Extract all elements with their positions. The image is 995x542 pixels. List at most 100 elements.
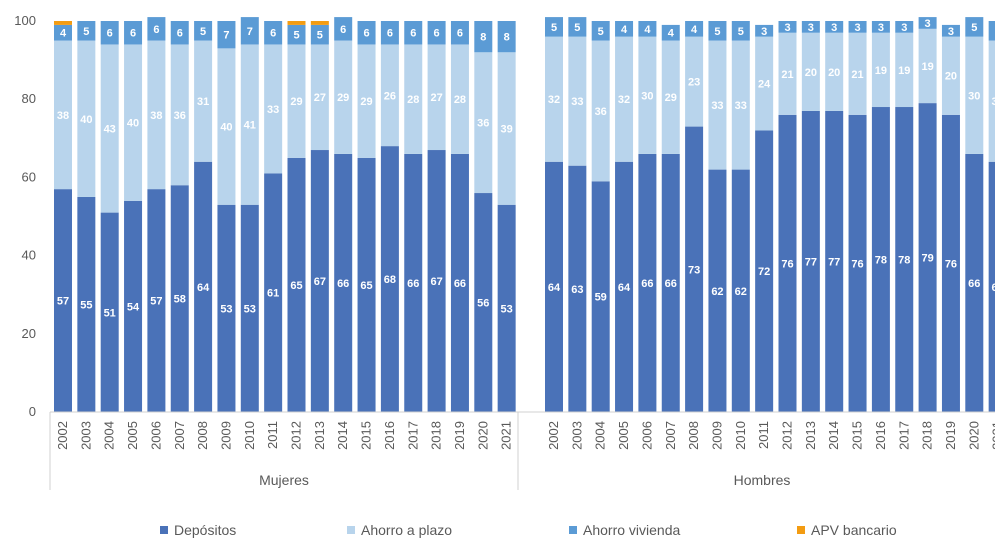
x-tick-label: 2017 xyxy=(896,421,911,450)
data-label-hombres-2016-ahorro-a-plazo: 19 xyxy=(875,65,887,77)
y-tick-label: 40 xyxy=(22,248,36,263)
data-label-hombres-2010-ahorro-vivienda: 5 xyxy=(738,26,744,38)
data-label-mujeres-2012-ahorro-vivienda: 5 xyxy=(293,30,299,42)
data-label-mujeres-2020-depositos: 56 xyxy=(477,298,489,310)
data-label-mujeres-2006-depositos: 57 xyxy=(150,296,162,308)
data-label-mujeres-2016-ahorro-vivienda: 6 xyxy=(387,28,393,40)
group-label-mujeres: Mujeres xyxy=(259,472,309,488)
data-label-hombres-2018-depositos: 79 xyxy=(921,253,933,265)
data-label-mujeres-2021-ahorro-vivienda: 8 xyxy=(504,32,510,44)
data-label-hombres-2002-ahorro-vivienda: 5 xyxy=(551,22,557,34)
data-label-hombres-2013-ahorro-a-plazo: 20 xyxy=(805,67,817,79)
data-label-mujeres-2004-ahorro-a-plazo: 43 xyxy=(104,124,116,136)
data-label-hombres-2013-depositos: 77 xyxy=(805,256,817,268)
legend-label-depositos: Depósitos xyxy=(174,522,236,538)
x-tick-label: 2011 xyxy=(756,421,771,449)
y-tick-label: 100 xyxy=(14,13,36,28)
data-label-mujeres-2016-ahorro-a-plazo: 26 xyxy=(384,90,396,102)
data-label-hombres-2006-ahorro-a-plazo: 30 xyxy=(641,90,653,102)
bar-mujeres-2013-apv-bancario xyxy=(311,21,329,25)
data-label-mujeres-2007-ahorro-vivienda: 6 xyxy=(177,28,183,40)
y-tick-label: 80 xyxy=(22,91,36,106)
data-label-mujeres-2015-depositos: 65 xyxy=(360,280,372,292)
x-tick-label: 2021 xyxy=(990,421,995,450)
data-label-hombres-2015-depositos: 76 xyxy=(851,258,863,270)
data-label-hombres-2011-ahorro-a-plazo: 24 xyxy=(758,79,771,91)
x-tick-label: 2004 xyxy=(593,421,608,450)
x-tick-label: 2013 xyxy=(312,421,327,450)
data-label-hombres-2018-ahorro-vivienda: 3 xyxy=(925,18,931,30)
x-tick-label: 2007 xyxy=(663,421,678,450)
data-label-mujeres-2010-ahorro-a-plazo: 41 xyxy=(244,120,256,132)
data-label-mujeres-2005-ahorro-a-plazo: 40 xyxy=(127,118,139,130)
data-label-hombres-2019-depositos: 76 xyxy=(945,258,957,270)
data-label-hombres-2011-depositos: 72 xyxy=(758,266,770,278)
data-label-mujeres-2010-ahorro-vivienda: 7 xyxy=(247,26,253,38)
data-label-mujeres-2011-ahorro-vivienda: 6 xyxy=(270,28,276,40)
data-label-hombres-2007-depositos: 66 xyxy=(665,278,677,290)
data-label-hombres-2014-ahorro-a-plazo: 20 xyxy=(828,67,840,79)
legend-swatch-apv-bancario xyxy=(797,526,805,534)
y-tick-label: 20 xyxy=(22,326,36,341)
data-label-hombres-2017-depositos: 78 xyxy=(898,255,910,267)
data-label-hombres-2002-depositos: 64 xyxy=(548,282,561,294)
data-label-mujeres-2021-depositos: 53 xyxy=(501,303,513,315)
x-tick-label: 2013 xyxy=(803,421,818,450)
data-label-mujeres-2013-depositos: 67 xyxy=(314,276,326,288)
x-tick-label: 2009 xyxy=(709,421,724,450)
y-tick-label: 60 xyxy=(22,169,36,184)
data-label-hombres-2009-ahorro-a-plazo: 33 xyxy=(711,100,723,112)
x-tick-label: 2017 xyxy=(405,421,420,450)
data-label-hombres-2011-ahorro-vivienda: 3 xyxy=(761,26,767,38)
data-label-mujeres-2018-depositos: 67 xyxy=(430,276,442,288)
data-label-mujeres-2019-depositos: 66 xyxy=(454,278,466,290)
x-tick-label: 2018 xyxy=(429,421,444,450)
data-label-mujeres-2014-ahorro-a-plazo: 29 xyxy=(337,92,349,104)
data-label-mujeres-2004-depositos: 51 xyxy=(104,307,116,319)
data-label-hombres-2012-ahorro-a-plazo: 21 xyxy=(781,69,793,81)
y-tick-label: 0 xyxy=(29,404,36,419)
data-label-hombres-2015-ahorro-a-plazo: 21 xyxy=(851,69,863,81)
data-label-mujeres-2016-depositos: 68 xyxy=(384,274,396,286)
data-label-hombres-2020-ahorro-vivienda: 5 xyxy=(971,22,977,34)
legend-item-apv-bancario: APV bancario xyxy=(797,522,897,538)
bars: 5738455405514365440657386583666431553407… xyxy=(54,17,995,412)
data-label-hombres-2015-ahorro-vivienda: 3 xyxy=(854,22,860,34)
x-tick-label: 2019 xyxy=(943,421,958,450)
x-tick-label: 2008 xyxy=(195,421,210,450)
x-tick-label: 2005 xyxy=(125,421,140,450)
x-tick-label: 2007 xyxy=(172,421,187,450)
data-label-mujeres-2006-ahorro-a-plazo: 38 xyxy=(150,110,162,122)
data-label-hombres-2021-depositos: 64 xyxy=(992,282,995,294)
x-tick-label: 2009 xyxy=(218,421,233,450)
data-label-hombres-2003-ahorro-vivienda: 5 xyxy=(574,22,580,34)
data-label-hombres-2019-ahorro-vivienda: 3 xyxy=(948,26,954,38)
data-label-hombres-2009-depositos: 62 xyxy=(711,286,723,298)
data-label-hombres-2007-ahorro-a-plazo: 29 xyxy=(665,92,677,104)
x-tick-label: 2016 xyxy=(382,421,397,450)
data-label-mujeres-2018-ahorro-a-plazo: 27 xyxy=(430,92,442,104)
x-tick-label: 2006 xyxy=(639,421,654,450)
data-label-hombres-2014-ahorro-vivienda: 3 xyxy=(831,22,837,34)
x-tick-label: 2002 xyxy=(55,421,70,450)
data-label-hombres-2016-depositos: 78 xyxy=(875,255,887,267)
x-tick-label: 2015 xyxy=(359,421,374,450)
data-label-mujeres-2012-depositos: 65 xyxy=(290,280,302,292)
bar-mujeres-2012-apv-bancario xyxy=(288,21,306,25)
data-label-hombres-2008-depositos: 73 xyxy=(688,264,700,276)
legend-label-ahorro-plazo: Ahorro a plazo xyxy=(361,522,452,538)
bar-mujeres-2002-apv-bancario xyxy=(54,21,72,25)
data-label-mujeres-2019-ahorro-a-plazo: 28 xyxy=(454,94,466,106)
group-label-hombres: Hombres xyxy=(734,472,791,488)
data-label-mujeres-2007-ahorro-a-plazo: 36 xyxy=(174,110,186,122)
data-label-hombres-2016-ahorro-vivienda: 3 xyxy=(878,22,884,34)
data-label-hombres-2003-depositos: 63 xyxy=(571,284,583,296)
data-label-mujeres-2010-depositos: 53 xyxy=(244,303,256,315)
x-tick-label: 2004 xyxy=(102,421,117,450)
x-tick-label: 2016 xyxy=(873,421,888,450)
x-tick-label: 2010 xyxy=(733,421,748,450)
data-label-mujeres-2002-depositos: 57 xyxy=(57,296,69,308)
data-label-hombres-2005-depositos: 64 xyxy=(618,282,631,294)
data-label-hombres-2006-depositos: 66 xyxy=(641,278,653,290)
